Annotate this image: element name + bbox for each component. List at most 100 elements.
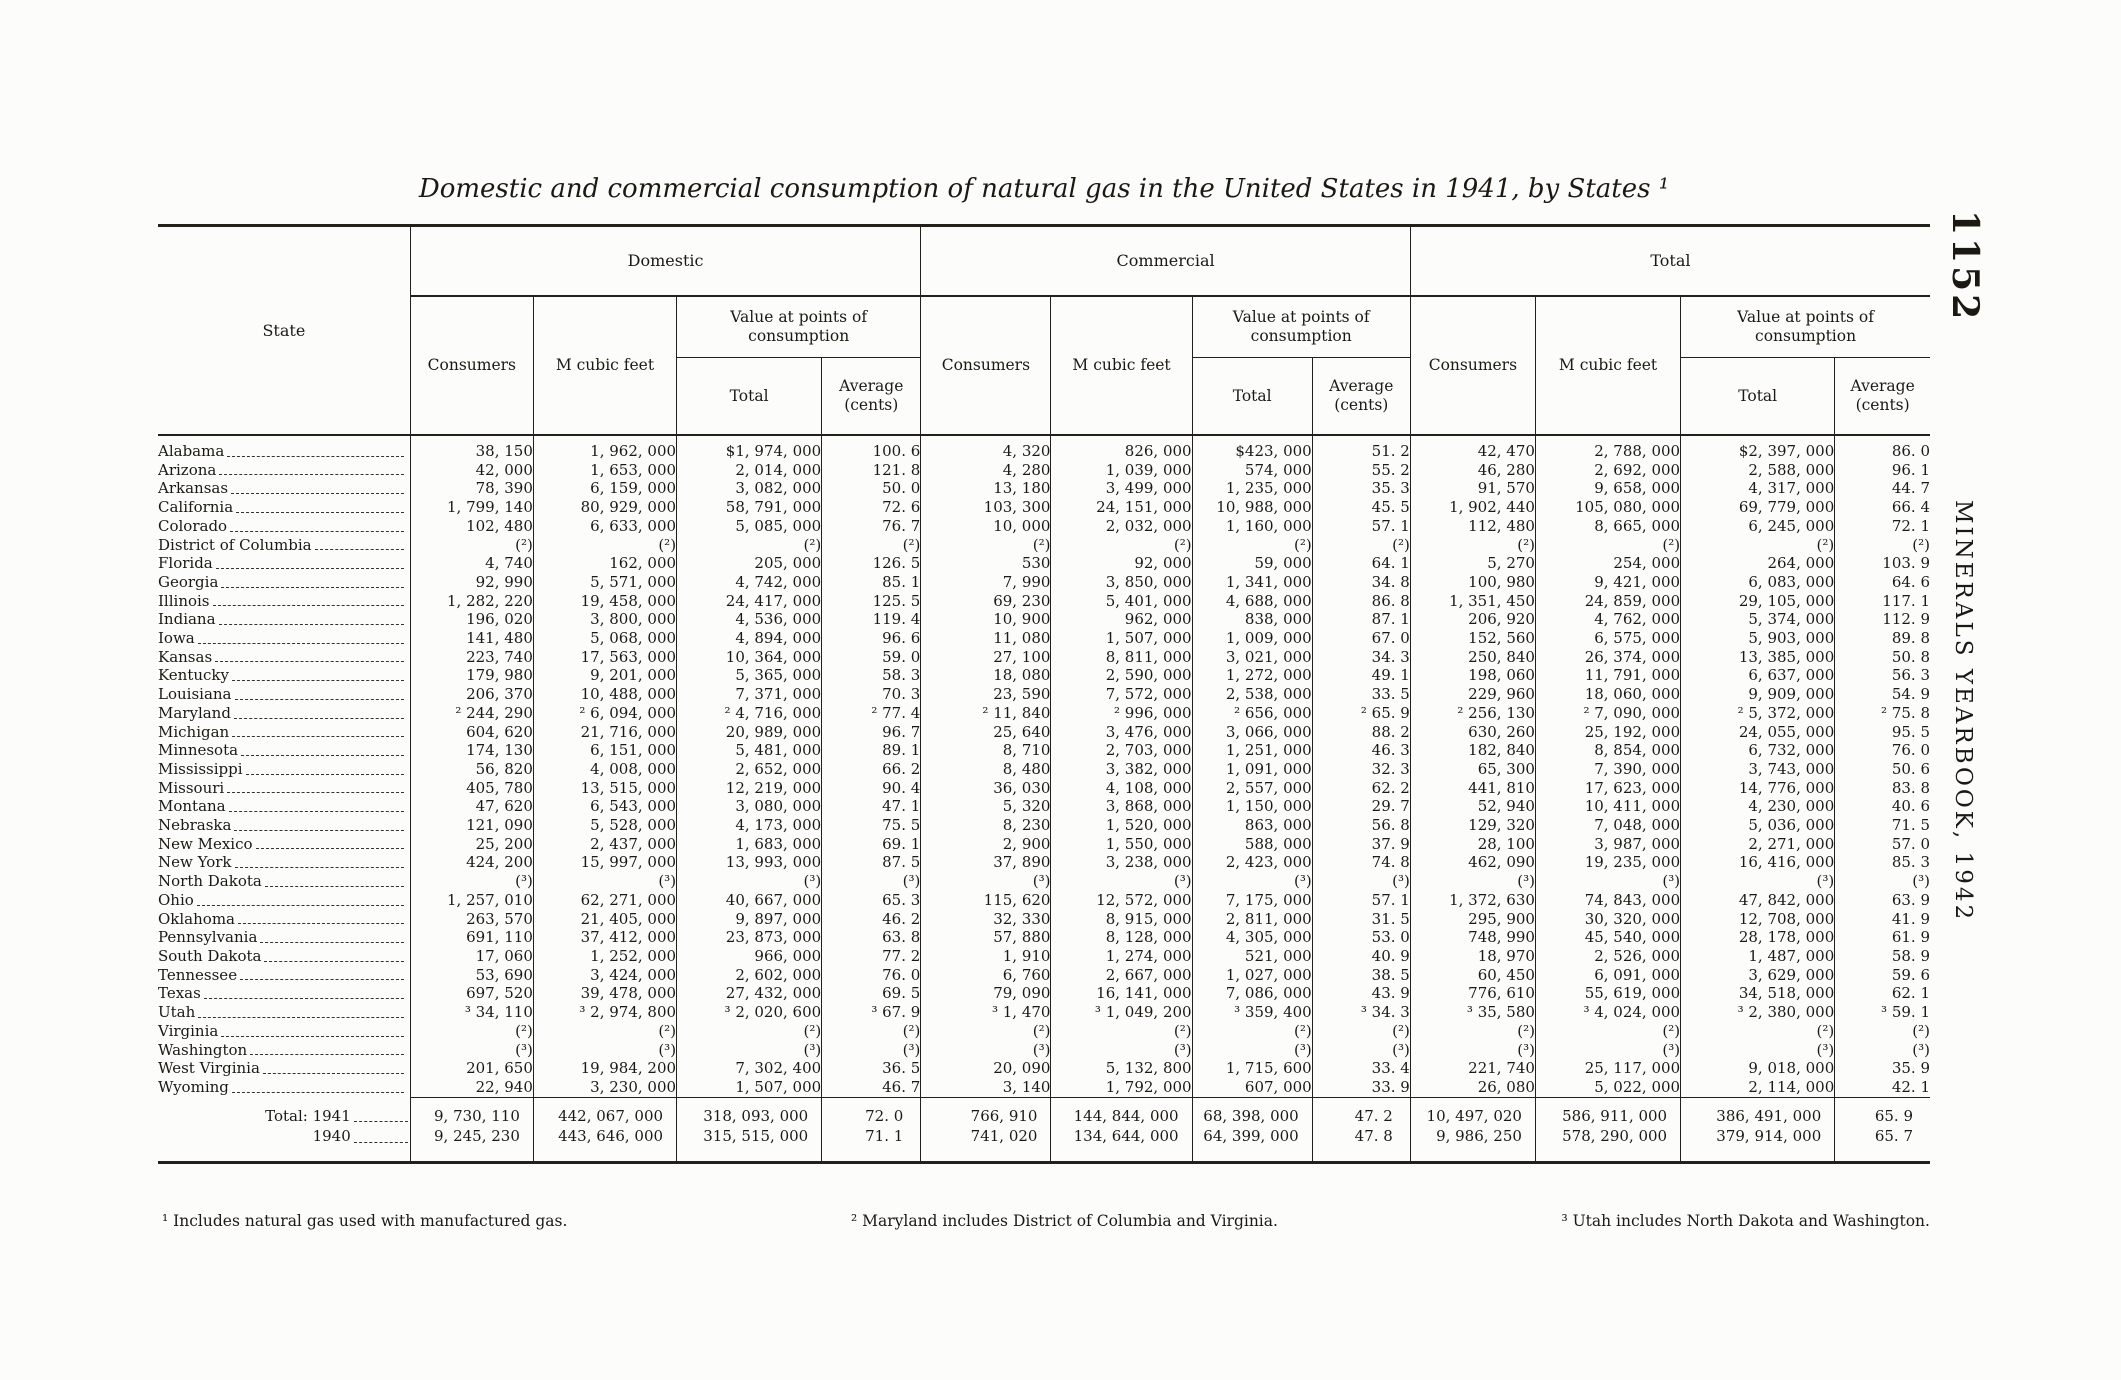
data-cell: 69, 779, 000 [1680, 498, 1835, 517]
data-cell: 4, 894, 000 [676, 629, 822, 648]
data-cell: 5, 903, 000 [1680, 629, 1835, 648]
data-cell: 6, 083, 000 [1680, 572, 1835, 592]
data-cell: (²) [920, 1021, 1051, 1041]
state-name: California [158, 498, 234, 517]
total-row: Total: 1941 9, 730, 110 442, 067, 000 318, … [158, 1096, 1930, 1128]
data-cell: 125. 5 [821, 591, 921, 611]
data-cell: 112. 9 [1834, 610, 1930, 630]
data-cell: 42, 000 [409, 460, 534, 480]
data-cell: (³) [1534, 872, 1681, 891]
data-cell: 443, 646, 000 [532, 1127, 677, 1164]
data-cell: 588, 000 [1191, 834, 1313, 854]
leader-dashes [262, 1072, 404, 1074]
state-cell: Wyoming [158, 1078, 410, 1097]
data-cell: 10, 988, 000 [1191, 498, 1313, 517]
data-cell: (²) [1050, 1021, 1193, 1041]
data-cell: 5, 085, 000 [676, 516, 822, 536]
data-cell: 5, 036, 000 [1680, 816, 1835, 835]
data-cell: ³ 67. 9 [821, 1003, 921, 1022]
data-cell: 7, 990 [920, 572, 1051, 592]
data-cell: 2, 437, 000 [532, 834, 677, 854]
data-cell: 2, 811, 000 [1191, 909, 1313, 929]
data-cell: 69. 1 [821, 834, 921, 854]
leader-dashes [219, 474, 404, 476]
data-cell: (³) [1311, 1040, 1411, 1060]
table-row: Kansas 223, 740 17, 563, 000 10, 364, 000 59… [158, 647, 1930, 667]
data-cell: 45. 5 [1311, 498, 1411, 517]
data-cell: 100, 980 [1409, 572, 1536, 592]
data-cell: 966, 000 [676, 946, 822, 966]
data-cell: 586, 911, 000 [1534, 1096, 1681, 1128]
data-cell: 2, 032, 000 [1050, 516, 1193, 536]
data-cell: (³) [532, 872, 677, 891]
header-average: Average (cents) [821, 357, 921, 435]
data-cell: 12, 219, 000 [676, 778, 822, 798]
data-cell: 318, 093, 000 [676, 1096, 822, 1128]
data-cell: 7, 086, 000 [1191, 984, 1313, 1004]
data-cell: 33. 4 [1311, 1059, 1411, 1078]
data-cell: (²) [409, 1021, 534, 1041]
leader-dashes [198, 1016, 404, 1018]
data-cell: 33. 5 [1311, 685, 1411, 704]
state-cell: Florida [158, 554, 410, 573]
state-cell: Maryland [158, 704, 410, 723]
data-cell: 229, 960 [1409, 685, 1536, 704]
data-cell: 11, 080 [920, 629, 1051, 648]
table-row: Kentucky 179, 980 9, 201, 000 5, 365, 000 58… [158, 666, 1930, 686]
data-cell: ² 656, 000 [1191, 703, 1313, 723]
data-cell: 76. 7 [821, 516, 921, 536]
data-cell: 17, 060 [409, 946, 534, 966]
leader-dashes [228, 811, 404, 813]
state-name: Mississippi [158, 759, 243, 778]
data-cell: 31. 5 [1311, 909, 1411, 929]
state-name: New York [158, 853, 232, 872]
data-cell: 29. 7 [1311, 797, 1411, 817]
table-row: Nebraska 121, 090 5, 528, 000 4, 173, 000 75… [158, 816, 1930, 835]
data-cell: (³) [676, 1040, 822, 1060]
data-cell: 65, 300 [1409, 759, 1536, 779]
table-totals: Total: 1941 9, 730, 110 442, 067, 000 318, … [158, 1096, 1930, 1164]
data-cell: 44. 7 [1834, 479, 1930, 499]
data-cell: 64, 399, 000 [1191, 1127, 1313, 1164]
data-cell: 60, 450 [1409, 965, 1536, 985]
data-cell: (³) [1680, 872, 1835, 891]
table-row: Minnesota 174, 130 6, 151, 000 5, 481, 000 8… [158, 741, 1930, 760]
leader-dashes [250, 1054, 404, 1056]
state-cell: Oklahoma [158, 910, 410, 929]
state-name: West Virginia [158, 1059, 260, 1078]
data-cell: (³) [920, 1040, 1051, 1060]
data-cell: 1, 792, 000 [1050, 1077, 1193, 1098]
data-cell: 103, 300 [920, 498, 1051, 517]
state-cell: Louisiana [158, 685, 410, 704]
data-cell: 25, 117, 000 [1534, 1059, 1681, 1078]
data-cell: 68, 398, 000 [1191, 1096, 1313, 1128]
data-cell: 96. 7 [821, 722, 921, 742]
data-cell: ³ 2, 974, 800 [532, 1003, 677, 1022]
data-cell: 38, 150 [409, 434, 534, 461]
header-average: Average (cents) [1311, 357, 1411, 435]
data-cell: 7, 572, 000 [1050, 685, 1193, 704]
state-cell: District of Columbia [158, 536, 410, 555]
data-cell: 103. 9 [1834, 554, 1930, 573]
data-cell: 8, 665, 000 [1534, 516, 1681, 536]
data-cell: 52, 940 [1409, 797, 1536, 817]
leader-dashes [353, 1141, 408, 1143]
data-cell: 56, 820 [409, 759, 534, 779]
data-cell: 35. 3 [1311, 479, 1411, 499]
data-cell: 32. 3 [1311, 759, 1411, 779]
footnote: ² Maryland includes District of Columbia… [850, 1212, 1278, 1230]
data-cell: 58. 3 [821, 666, 921, 686]
state-cell: North Dakota [158, 872, 410, 891]
data-cell: 5, 320 [920, 797, 1051, 817]
data-cell: 3, 424, 000 [532, 965, 677, 985]
state-name: Oklahoma [158, 909, 235, 928]
table-row: Wyoming 22, 940 3, 230, 000 1, 507, 000 46. … [158, 1077, 1930, 1098]
data-cell: 42, 470 [1409, 434, 1536, 461]
state-name: Nebraska [158, 816, 232, 835]
state-name: Florida [158, 554, 213, 573]
data-cell: 2, 423, 000 [1191, 853, 1313, 873]
state-name: Kansas [158, 647, 213, 666]
header-total: Total [1191, 357, 1313, 435]
state-name: Michigan [158, 722, 230, 741]
